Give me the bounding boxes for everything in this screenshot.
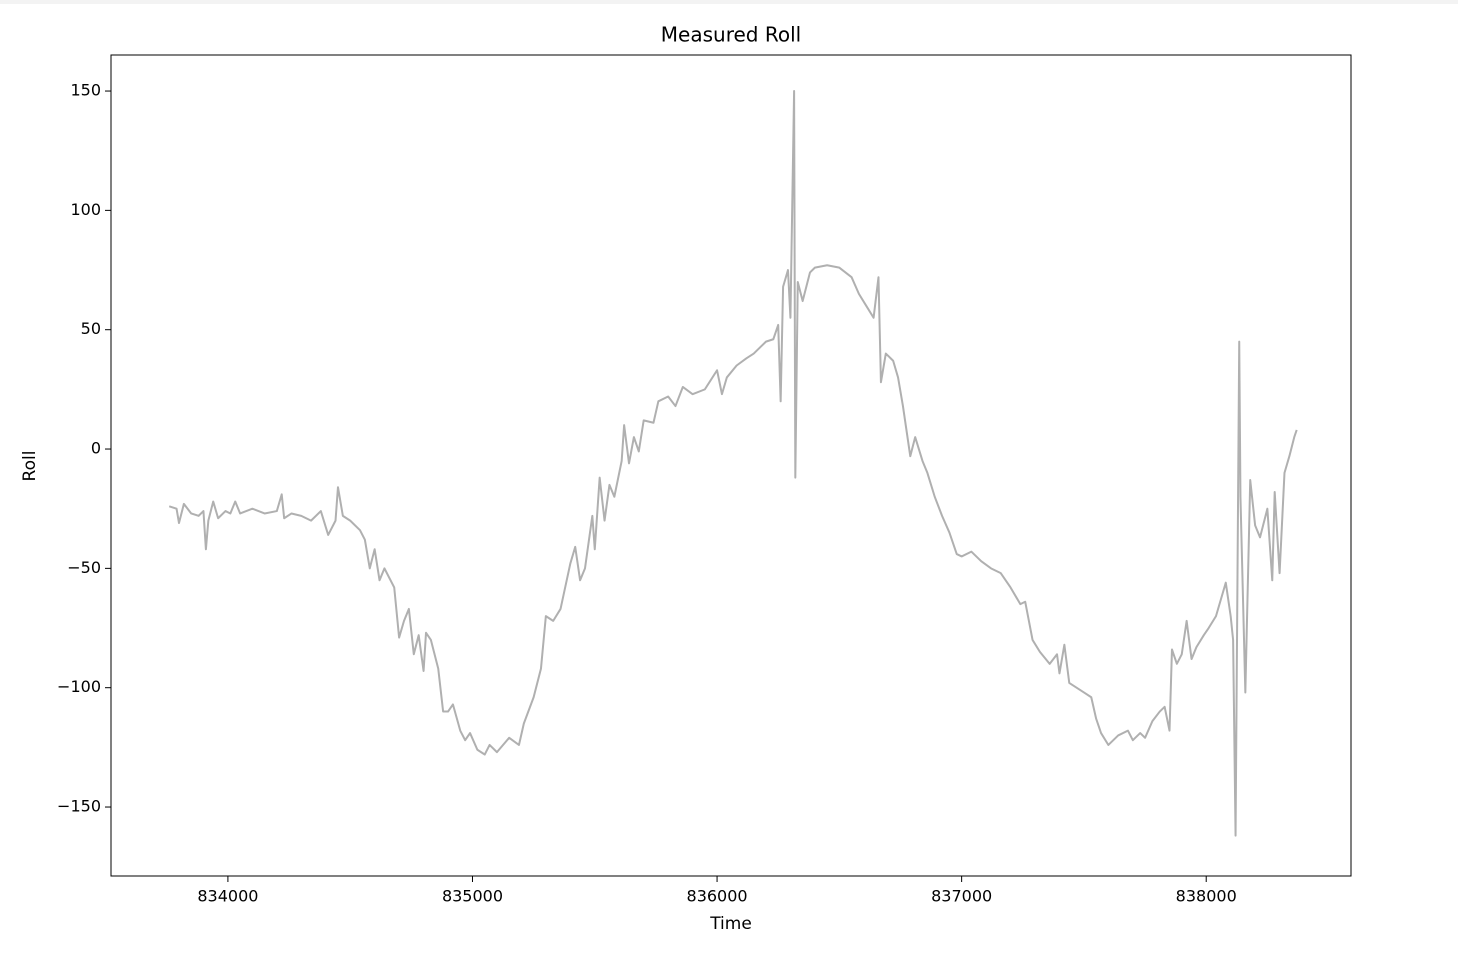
x-tick-label: 834000 [197, 887, 258, 906]
x-tick-label: 836000 [687, 887, 748, 906]
x-tick-label: 837000 [931, 887, 992, 906]
y-tick-label: −100 [57, 677, 101, 696]
y-axis-label: Roll [20, 451, 40, 482]
x-tick-label: 835000 [442, 887, 503, 906]
x-axis-label: Time [709, 914, 752, 934]
y-tick-label: −150 [57, 797, 101, 816]
y-tick-label: −50 [67, 558, 101, 577]
y-tick-label: 150 [70, 81, 101, 100]
line-series [168, 90, 1298, 837]
y-tick-label: 0 [91, 439, 101, 458]
y-tick-label: 100 [70, 200, 101, 219]
chart-title: Measured Roll [661, 23, 801, 47]
top-bar [0, 0, 1458, 4]
y-tick-label: 50 [81, 319, 101, 338]
x-tick-label: 838000 [1176, 887, 1237, 906]
plot-frame [110, 54, 1352, 877]
